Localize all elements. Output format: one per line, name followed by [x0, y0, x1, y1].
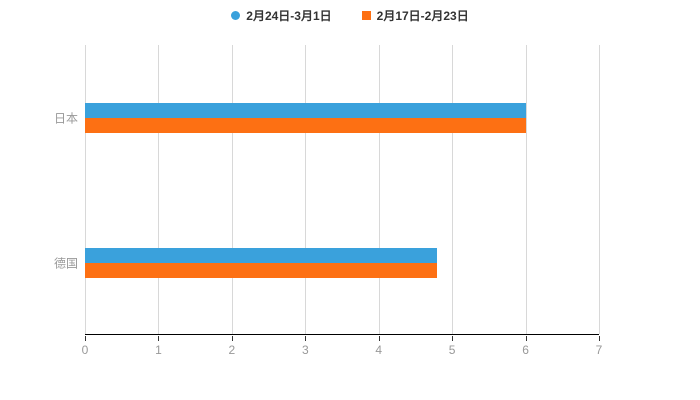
x-axis-tick-label: 7: [595, 343, 603, 357]
bar-德国-series-2: [85, 262, 438, 278]
x-axis-tick-label: 0: [81, 343, 89, 357]
category-label: 日本: [53, 111, 78, 125]
x-axis-tick-label: 4: [375, 343, 383, 357]
legend-label: 2月17日-2月23日: [376, 9, 469, 23]
x-axis-tickmark: [85, 336, 86, 341]
bar-日本-series-2: [85, 117, 526, 133]
x-axis-tick-labels: 0 1 2 3 4 5 6 7: [81, 343, 603, 359]
x-axis-tick-label: 5: [448, 343, 456, 357]
x-axis-tickmark: [378, 336, 380, 341]
gridline: [305, 45, 307, 334]
x-axis-tickmark: [305, 336, 307, 341]
gridline: [85, 45, 86, 334]
x-axis-tick-label: 1: [155, 343, 162, 357]
gridline: [378, 45, 380, 334]
plot-area: [85, 45, 600, 335]
x-axis-tickmark: [231, 336, 233, 341]
gridline: [525, 45, 527, 334]
legend: 2月24日-3月1日 2月17日-2月23日: [0, 7, 700, 24]
category-label: 德国: [53, 256, 78, 270]
bar-日本-series-1: [85, 102, 526, 118]
circle-legend-marker-icon: [231, 11, 241, 20]
square-legend-marker-icon: [361, 11, 371, 20]
x-axis-tickmarks: [85, 336, 600, 342]
x-axis-tick-label: 3: [301, 343, 309, 357]
x-axis-tick-label: 2: [228, 343, 236, 357]
legend-item-series-2[interactable]: 2月17日-2月23日: [361, 7, 469, 24]
x-axis-tickmark: [525, 336, 527, 341]
legend-item-series-1[interactable]: 2月24日-3月1日: [231, 7, 332, 24]
x-axis-tick-label: 6: [522, 343, 529, 357]
bar-德国-series-1: [85, 247, 438, 263]
gridline: [599, 45, 600, 334]
x-axis-tickmark: [158, 336, 160, 341]
y-axis-category-labels: 日本 德国: [0, 45, 78, 335]
legend-label: 2月24日-3月1日: [246, 9, 332, 23]
x-axis-tickmark: [452, 336, 454, 341]
gridline: [452, 45, 454, 334]
gridline: [158, 45, 160, 334]
x-axis-tickmark: [599, 336, 600, 341]
gridline: [231, 45, 233, 334]
